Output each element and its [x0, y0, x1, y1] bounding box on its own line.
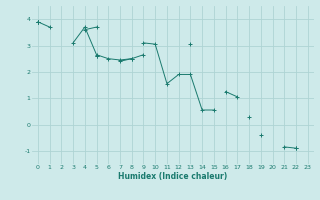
X-axis label: Humidex (Indice chaleur): Humidex (Indice chaleur) — [118, 172, 228, 181]
